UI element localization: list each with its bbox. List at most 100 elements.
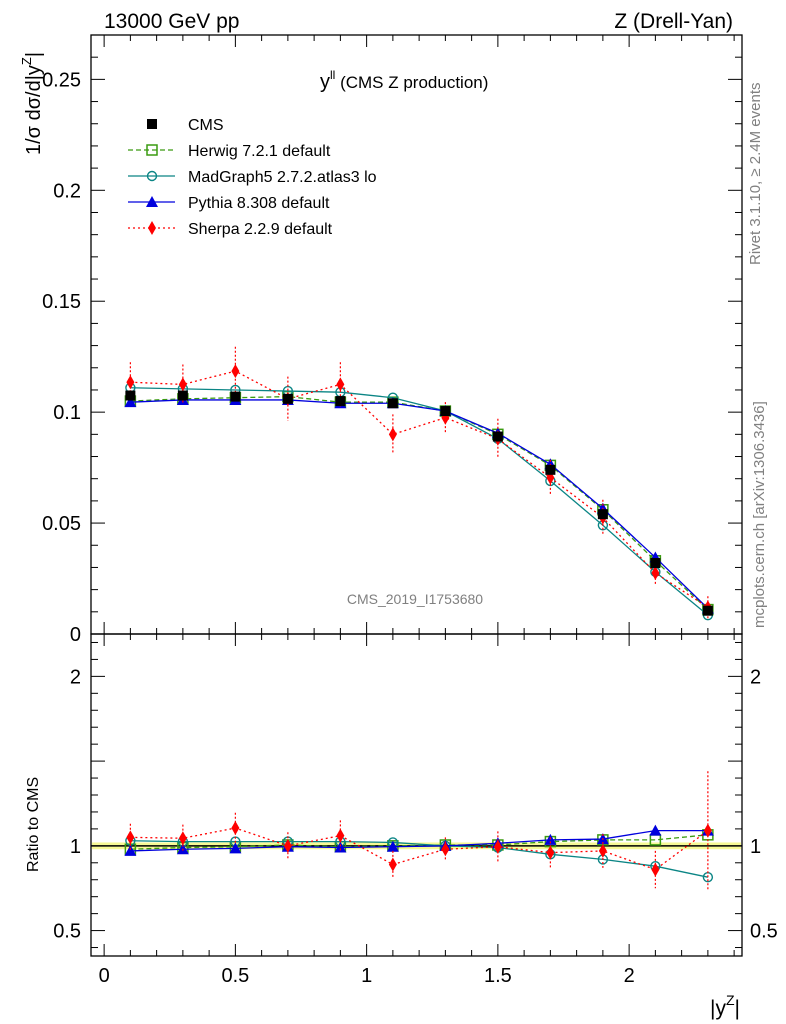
data-point: [231, 364, 240, 379]
series-sherpa: [126, 346, 712, 619]
series-line: [130, 395, 709, 611]
plot-title-rest: (CMS Z production): [335, 73, 488, 92]
legend-label: Sherpa 2.2.9 default: [188, 221, 333, 238]
header-left: 13000 GeV pp: [104, 10, 239, 33]
ratio-point: [386, 840, 399, 852]
y-tick-label: 0.05: [42, 513, 81, 535]
data-point: [651, 565, 660, 580]
x-tick-label: 0.5: [221, 965, 249, 987]
ratio-point: [651, 862, 660, 877]
ratio-point: [703, 823, 712, 838]
legend-label: Herwig 7.2.1 default: [188, 143, 331, 160]
ratio-point: [649, 824, 662, 836]
data-point: [492, 431, 503, 442]
data-point: [125, 390, 136, 401]
y-axis-label-main: 1/σ dσ/d|y: [23, 65, 45, 155]
series-line: [130, 370, 709, 608]
data-point: [177, 390, 188, 401]
ratio-point: [441, 842, 450, 857]
ratio-y-axis-label: Ratio to CMS: [25, 777, 42, 872]
data-point: [335, 396, 346, 407]
ratio-y-tick-label: 2: [70, 666, 81, 688]
ratio-point: [493, 839, 502, 854]
legend-item: MadGraph5 2.7.2.atlas3 lo: [128, 169, 377, 186]
y-tick-label: 0.15: [42, 291, 81, 313]
legend-label: CMS: [188, 117, 224, 134]
ratio-line: [130, 834, 708, 850]
ratio-point: [229, 842, 242, 854]
ratio-frame: [90, 633, 743, 957]
main-panel: 0 0.05 0.1 0.15 0.2 0.25: [42, 34, 743, 646]
analysis-label: CMS_2019_I1753680: [347, 591, 483, 607]
legend-item: CMS: [147, 117, 224, 134]
plot-title: yll (CMS Z production): [320, 68, 488, 93]
data-point: [230, 391, 241, 402]
data-point: [336, 377, 345, 392]
source-label: mcplots.cern.ch [arXiv:1306.3436]: [751, 401, 768, 628]
ratio-point: [231, 821, 240, 836]
series-herwig: [124, 390, 714, 616]
ratio-y-tick-label: 1: [70, 836, 81, 858]
legend-marker: [148, 221, 156, 235]
ratio-y-tick-label-right: 2: [750, 666, 761, 688]
x-tick-label: 1: [361, 965, 372, 987]
y-tick-label: 0.1: [53, 402, 81, 424]
ratio-line: [130, 827, 709, 871]
ratio-point: [283, 838, 292, 853]
header-right: Z (Drell-Yan): [614, 10, 733, 33]
legend-marker: [146, 170, 158, 182]
legend-item: Sherpa 2.2.9 default: [128, 221, 333, 238]
data-point: [388, 427, 397, 442]
ratio-point: [598, 843, 607, 858]
plot-title-main: y: [320, 71, 330, 93]
x-tick-label: 1.5: [484, 965, 512, 987]
data-point: [597, 509, 608, 520]
ratio-y-tick-label-right: 1: [750, 836, 761, 858]
plot-title-sup: ll: [330, 68, 335, 82]
ratio-line: [130, 840, 709, 878]
legend-item: Herwig 7.2.1 default: [128, 143, 331, 160]
data-point: [702, 605, 713, 616]
y-tick-label: 0.25: [42, 69, 81, 91]
ratio-point: [388, 857, 397, 872]
series-cms: [125, 390, 713, 616]
ratio-point: [124, 844, 137, 856]
ratio-series-sherpa: [126, 771, 712, 890]
legend-marker: [146, 196, 158, 207]
x-axis-label-sup: Z: [726, 992, 735, 1008]
series-line: [130, 387, 709, 616]
x-axis-label-end: |: [735, 997, 740, 1020]
legend-item: Pythia 8.308 default: [128, 195, 330, 212]
legend-marker: [146, 144, 158, 156]
data-point: [650, 558, 661, 569]
rivet-label: Rivet 3.1.10, ≥ 2.4M events: [747, 83, 764, 266]
x-axis-label: |yZ|: [710, 992, 740, 1020]
ratio-line: [130, 829, 708, 852]
ratio-y-tick-label: 0.5: [53, 921, 81, 943]
y-tick-label: 0: [70, 624, 81, 646]
ratio-series-pythia: [124, 824, 714, 856]
y-axis-label-end: |: [23, 52, 45, 57]
x-axis-label-main: |y: [710, 997, 726, 1020]
ratio-y-tick-label-right: 0.5: [750, 921, 778, 943]
legend-marker: [147, 119, 157, 129]
ratio-panel: 0 0.5 1 1.5 2 0.5 0.5 1 1 2 2: [53, 633, 778, 987]
series-madgraph: [125, 382, 714, 621]
x-tick-label: 2: [624, 965, 635, 987]
data-point: [282, 393, 293, 404]
data-point: [124, 396, 137, 408]
ratio-point: [178, 831, 187, 846]
legend-label: Pythia 8.308 default: [188, 195, 330, 212]
y-axis-label-sup: Z: [19, 57, 34, 65]
ratio-point: [336, 828, 345, 843]
y-axis-label: 1/σ dσ/d|yZ|: [19, 52, 45, 155]
legend-label: MadGraph5 2.7.2.atlas3 lo: [188, 169, 377, 186]
ratio-point: [544, 833, 557, 845]
series-line: [130, 399, 709, 609]
series-pythia: [124, 393, 714, 614]
data-point: [387, 398, 398, 409]
data-point: [545, 464, 556, 475]
ratio-point: [546, 845, 555, 860]
ratio-point: [126, 830, 135, 845]
data-point: [126, 375, 135, 390]
